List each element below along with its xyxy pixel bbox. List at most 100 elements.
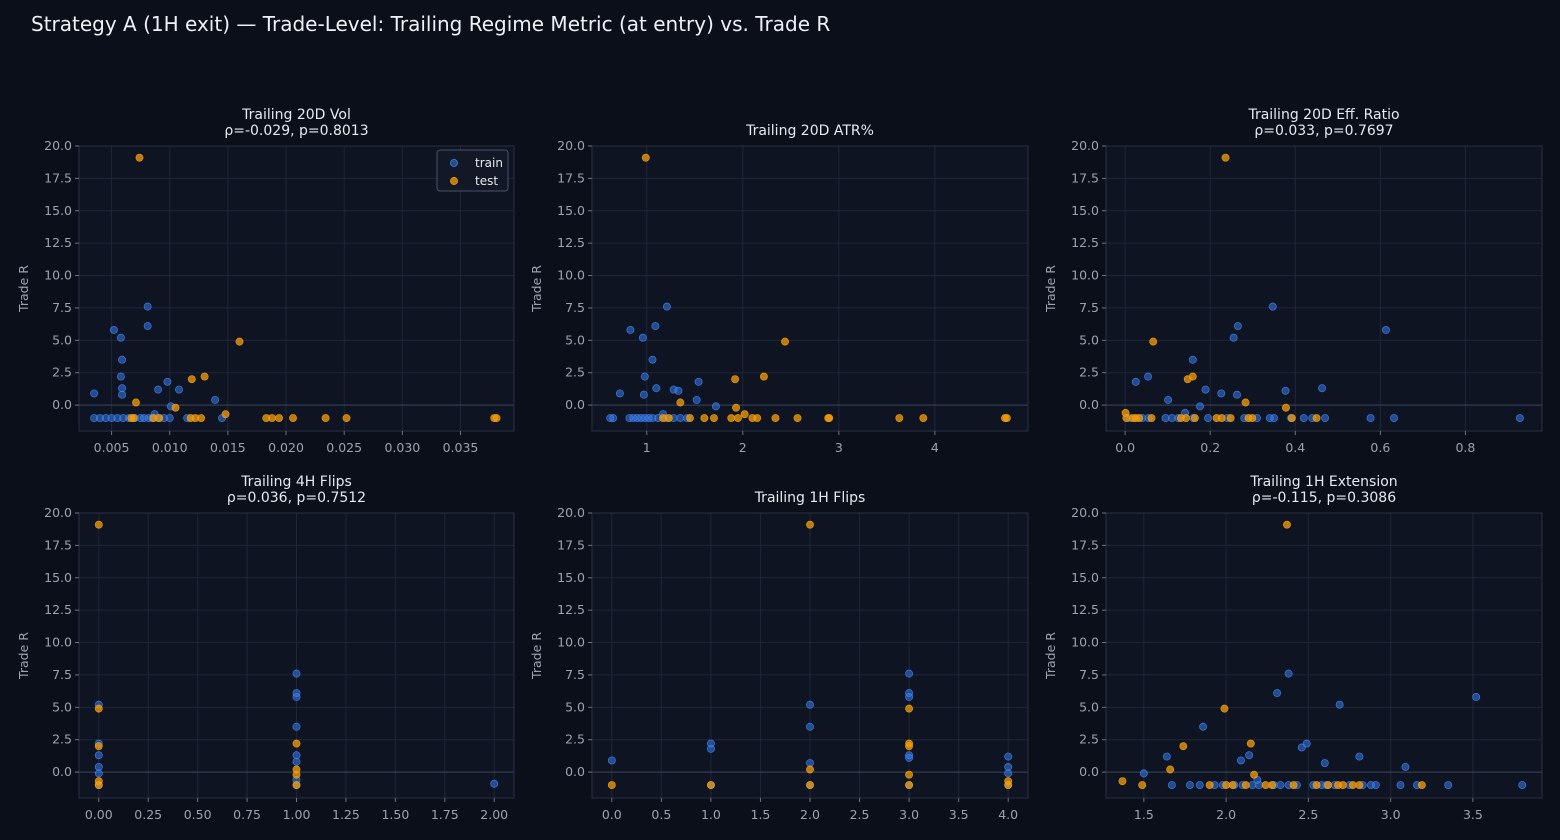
y-tick-label: 12.5 — [1071, 602, 1099, 617]
data-point-train — [1185, 781, 1194, 789]
data-point-train — [1268, 302, 1277, 311]
data-point-test — [1287, 414, 1296, 422]
panel-title: Trailing 1H Flips — [754, 490, 866, 506]
data-point-test — [1166, 765, 1175, 774]
data-point-test — [1355, 781, 1364, 789]
y-tick-label: 20.0 — [44, 138, 72, 153]
y-tick-label: 17.5 — [44, 537, 72, 552]
data-point-test — [1248, 414, 1257, 422]
data-point-train — [292, 693, 301, 701]
data-point-test — [753, 414, 762, 422]
data-point-test — [197, 414, 206, 422]
x-tick-label: 3.5 — [949, 807, 969, 822]
data-point-train — [638, 333, 647, 342]
data-point-train — [676, 414, 685, 422]
y-tick-label: 15.0 — [1071, 203, 1099, 218]
data-point-test — [94, 742, 103, 751]
data-point-train — [163, 377, 172, 386]
x-tick-label: 0.5 — [651, 807, 671, 822]
data-point-train — [1270, 414, 1278, 422]
data-point-test — [1222, 781, 1231, 789]
data-point-test — [686, 414, 694, 422]
data-point-train — [292, 751, 301, 760]
data-point-test — [342, 414, 351, 422]
data-point-test — [129, 414, 138, 422]
chart-panel-2: 0.0 2.5 5.0 7.5 10.0 12.5 15.0 17.5 20.0 1 2 3 4 Trad… — [529, 123, 1029, 455]
y-tick-label: 12.5 — [1071, 235, 1099, 250]
y-tick-label: 17.5 — [557, 170, 585, 185]
data-point-test — [135, 153, 144, 162]
y-tick-label: 10.0 — [557, 635, 585, 650]
data-point-train — [1321, 414, 1330, 422]
data-point-train — [639, 390, 648, 399]
y-tick-label: 7.5 — [1079, 300, 1099, 315]
data-point-test — [292, 781, 301, 789]
data-point-train — [1366, 414, 1375, 422]
legend-marker-test — [450, 177, 458, 185]
data-point-test — [1190, 414, 1199, 422]
data-point-test — [700, 414, 709, 422]
chart-panel-6: 0.0 2.5 5.0 7.5 10.0 12.5 15.0 17.5 20.0 1.5 2.0 2.… — [1043, 474, 1543, 822]
y-axis-label: Trade R — [16, 632, 31, 680]
legend-label-test: test — [475, 174, 498, 188]
x-tick-label: 0.2 — [1200, 440, 1220, 455]
data-point-test — [1135, 414, 1144, 422]
data-point-test — [1149, 337, 1158, 346]
legend-label-train: train — [475, 156, 503, 170]
data-point-train — [211, 395, 220, 404]
data-point-train — [1276, 781, 1285, 789]
data-point-train — [694, 377, 703, 386]
data-point-train — [292, 722, 301, 731]
y-axis-label: Trade R — [529, 632, 544, 680]
y-tick-label: 7.5 — [565, 300, 585, 315]
data-point-train — [1444, 781, 1453, 789]
data-point-train — [1201, 385, 1210, 394]
x-tick-label: 0.025 — [326, 440, 362, 455]
y-tick-label: 10.0 — [1071, 268, 1099, 283]
x-tick-label: 0.4 — [1285, 440, 1305, 455]
data-point-test — [1221, 153, 1230, 162]
data-point-test — [1118, 777, 1127, 786]
y-tick-label: 2.5 — [1079, 732, 1099, 747]
x-tick-label: 2 — [739, 440, 747, 455]
data-point-test — [895, 414, 904, 422]
plot-frame — [591, 145, 1029, 432]
data-point-test — [710, 414, 718, 422]
y-tick-label: 0.0 — [1079, 397, 1099, 412]
data-point-test — [806, 520, 814, 529]
data-point-train — [1371, 781, 1380, 789]
data-point-test — [664, 414, 673, 422]
x-tick-label: 3.0 — [1381, 807, 1401, 822]
data-point-test — [771, 414, 780, 422]
legend: train test — [436, 149, 509, 192]
data-point-test — [1417, 781, 1426, 789]
y-axis-label: Trade R — [16, 265, 31, 313]
data-point-train — [118, 384, 126, 393]
y-tick-label: 10.0 — [1071, 635, 1099, 650]
data-point-test — [1183, 375, 1192, 384]
data-point-test — [292, 739, 301, 748]
y-tick-label: 0.0 — [52, 397, 72, 412]
data-point-train — [1255, 781, 1263, 789]
data-point-train — [1390, 414, 1398, 422]
y-tick-label: 2.5 — [52, 365, 72, 380]
data-point-test — [289, 414, 297, 422]
x-tick-label: 1.50 — [381, 807, 409, 822]
y-tick-label: 2.5 — [565, 732, 585, 747]
data-point-test — [1217, 414, 1226, 422]
panel-title: Trailing 20D ATR% — [745, 123, 874, 139]
data-point-train — [1004, 769, 1013, 778]
data-point-test — [1228, 781, 1237, 789]
data-point-train — [711, 402, 720, 411]
data-point-train — [1162, 752, 1171, 761]
x-tick-label: 0.005 — [94, 440, 130, 455]
y-tick-label: 12.5 — [557, 602, 585, 617]
data-point-train — [1297, 743, 1306, 752]
data-point-train — [674, 386, 683, 395]
data-point-train — [143, 322, 152, 331]
panel-subtitle: ρ=-0.029, p=0.8013 — [224, 123, 368, 139]
data-point-train — [490, 779, 499, 788]
data-point-test — [1348, 781, 1357, 789]
data-point-test — [732, 403, 741, 412]
